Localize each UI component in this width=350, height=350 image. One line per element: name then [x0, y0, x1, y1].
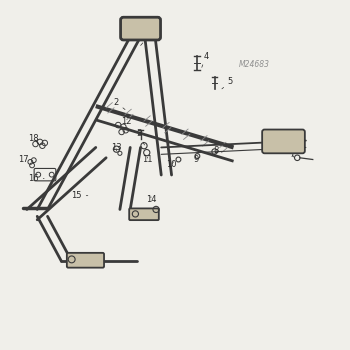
Text: 16: 16	[28, 174, 44, 183]
Text: 1: 1	[141, 31, 152, 46]
FancyBboxPatch shape	[67, 253, 104, 268]
Text: 4: 4	[202, 52, 209, 67]
Text: 13: 13	[111, 143, 122, 152]
FancyBboxPatch shape	[262, 130, 305, 153]
Text: 14: 14	[146, 195, 156, 204]
Text: 6: 6	[266, 129, 278, 141]
Text: 15: 15	[72, 191, 88, 200]
FancyBboxPatch shape	[121, 17, 161, 40]
Text: 17: 17	[18, 155, 34, 164]
Text: 3: 3	[136, 129, 145, 145]
Text: 11: 11	[142, 155, 153, 164]
Text: M24683: M24683	[239, 60, 270, 69]
Text: 5: 5	[222, 77, 233, 89]
Text: 18: 18	[28, 134, 39, 144]
Text: 2: 2	[114, 98, 125, 110]
Text: 12: 12	[120, 117, 132, 130]
Text: 7: 7	[289, 150, 295, 159]
Text: 8: 8	[214, 146, 219, 155]
Text: 9: 9	[193, 155, 198, 164]
Text: 10: 10	[166, 160, 177, 169]
FancyBboxPatch shape	[129, 208, 159, 220]
